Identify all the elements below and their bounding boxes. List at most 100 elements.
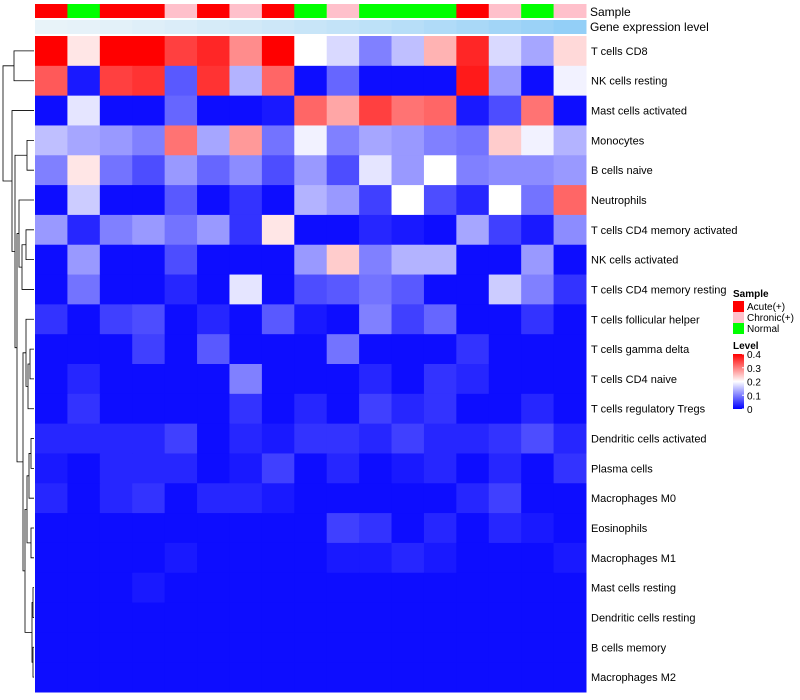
heatmap-cell (164, 364, 198, 395)
heatmap-cell (456, 602, 490, 633)
sample-annotation-cell (359, 4, 393, 18)
heatmap-cell (164, 65, 198, 97)
row-label: T cells gamma delta (591, 344, 690, 356)
heatmap-cell (132, 453, 166, 484)
heatmap-cell (132, 513, 166, 544)
gene-expression-annotation-cell (488, 20, 522, 34)
heatmap-cell (99, 662, 133, 693)
heatmap-cell (99, 602, 133, 633)
sample-annotation-cell (35, 4, 68, 18)
heatmap-cell (164, 185, 198, 216)
heatmap-cell (229, 483, 263, 514)
heatmap-cell (553, 155, 587, 186)
heatmap-cell (35, 513, 68, 544)
heatmap-cell (521, 274, 555, 305)
heatmap-cell (229, 393, 263, 425)
row-label: Neutrophils (591, 195, 647, 207)
heatmap-cell (359, 602, 393, 633)
heatmap-cell (326, 65, 360, 97)
row-label: B cells naive (591, 165, 653, 177)
heatmap-cell (521, 125, 555, 156)
heatmap-cell (391, 662, 425, 693)
heatmap-cell (294, 155, 328, 186)
heatmap-cell (326, 214, 360, 246)
heatmap-cell (553, 483, 587, 514)
level-legend: Level 0.4 0.3 0.2 0.1 0 (733, 341, 761, 416)
heatmap-cell (132, 95, 166, 126)
heatmap-cell (326, 185, 360, 216)
heatmap-cell (521, 95, 555, 126)
heatmap-cell (521, 334, 555, 365)
row-label: Dendritic cells activated (591, 434, 707, 446)
gene-expression-annotation-cell (132, 20, 166, 34)
level-tick-label: 0.3 (747, 364, 761, 375)
heatmap-cell (261, 483, 295, 514)
heatmap-cell (99, 274, 133, 305)
heatmap-cell (99, 125, 133, 156)
dendrogram-branch (30, 527, 34, 559)
heatmap-cell (359, 572, 393, 604)
dendrogram-branch (29, 348, 34, 380)
heatmap-cell (391, 572, 425, 604)
row-label: Mast cells resting (591, 583, 676, 595)
heatmap-cell (488, 65, 522, 97)
heatmap-cell (99, 483, 133, 514)
heatmap-cell (553, 602, 587, 633)
heatmap-cell (553, 393, 587, 425)
heatmap-cell (423, 453, 457, 484)
sample-annotation-cell (423, 4, 457, 18)
heatmap-cell (261, 185, 295, 216)
heatmap-cell (294, 364, 328, 395)
heatmap-cell (164, 36, 198, 67)
heatmap-cell (294, 423, 328, 454)
sample-annotation-cell (521, 4, 555, 18)
heatmap-cell (99, 155, 133, 186)
heatmap-cell (35, 364, 68, 395)
heatmap-cell (197, 572, 230, 604)
heatmap-cell (35, 423, 68, 454)
sample-annotation-cell (488, 4, 522, 18)
sample-annotation-bar (35, 4, 587, 18)
sample-legend-title: Sample (733, 289, 769, 300)
heatmap-cell (488, 632, 522, 663)
heatmap-cell (521, 36, 555, 67)
heatmap-cell (456, 364, 490, 395)
heatmap-cell (326, 274, 360, 305)
heatmap-cell (67, 542, 101, 574)
heatmap-cell (35, 304, 68, 335)
heatmap-cell (359, 95, 393, 126)
heatmap-cell (294, 65, 328, 97)
heatmap-cell (521, 155, 555, 186)
heatmap-cell (326, 513, 360, 544)
row-label: NK cells resting (591, 76, 667, 88)
heatmap-cell (391, 483, 425, 514)
heatmap-cell (35, 125, 68, 156)
row-label: T cells CD4 naive (591, 374, 677, 386)
heatmap-cell (261, 36, 295, 67)
heatmap-cell (521, 483, 555, 514)
heatmap-cell (67, 423, 101, 454)
level-tick-label: 0.4 (747, 350, 761, 361)
heatmap-cell (326, 662, 360, 693)
heatmap-cell (553, 185, 587, 216)
heatmap-cell (423, 65, 457, 97)
heatmap-cell (359, 393, 393, 425)
heatmap-cell (35, 572, 68, 604)
heatmap-cell (132, 185, 166, 216)
heatmap-cell (521, 572, 555, 604)
heatmap-cell (261, 334, 295, 365)
gene-expression-annotation-bar (35, 20, 587, 34)
heatmap-cell (229, 572, 263, 604)
heatmap-cell (99, 95, 133, 126)
heatmap-cell (294, 572, 328, 604)
heatmap-cell (553, 453, 587, 484)
heatmap-cell (423, 393, 457, 425)
heatmap-cell (132, 662, 166, 693)
heatmap-cell (99, 513, 133, 544)
heatmap-cell (99, 423, 133, 454)
heatmap-cell (164, 393, 198, 425)
heatmap-cell (488, 274, 522, 305)
heatmap-cell (229, 36, 263, 67)
heatmap-cell (261, 65, 295, 97)
